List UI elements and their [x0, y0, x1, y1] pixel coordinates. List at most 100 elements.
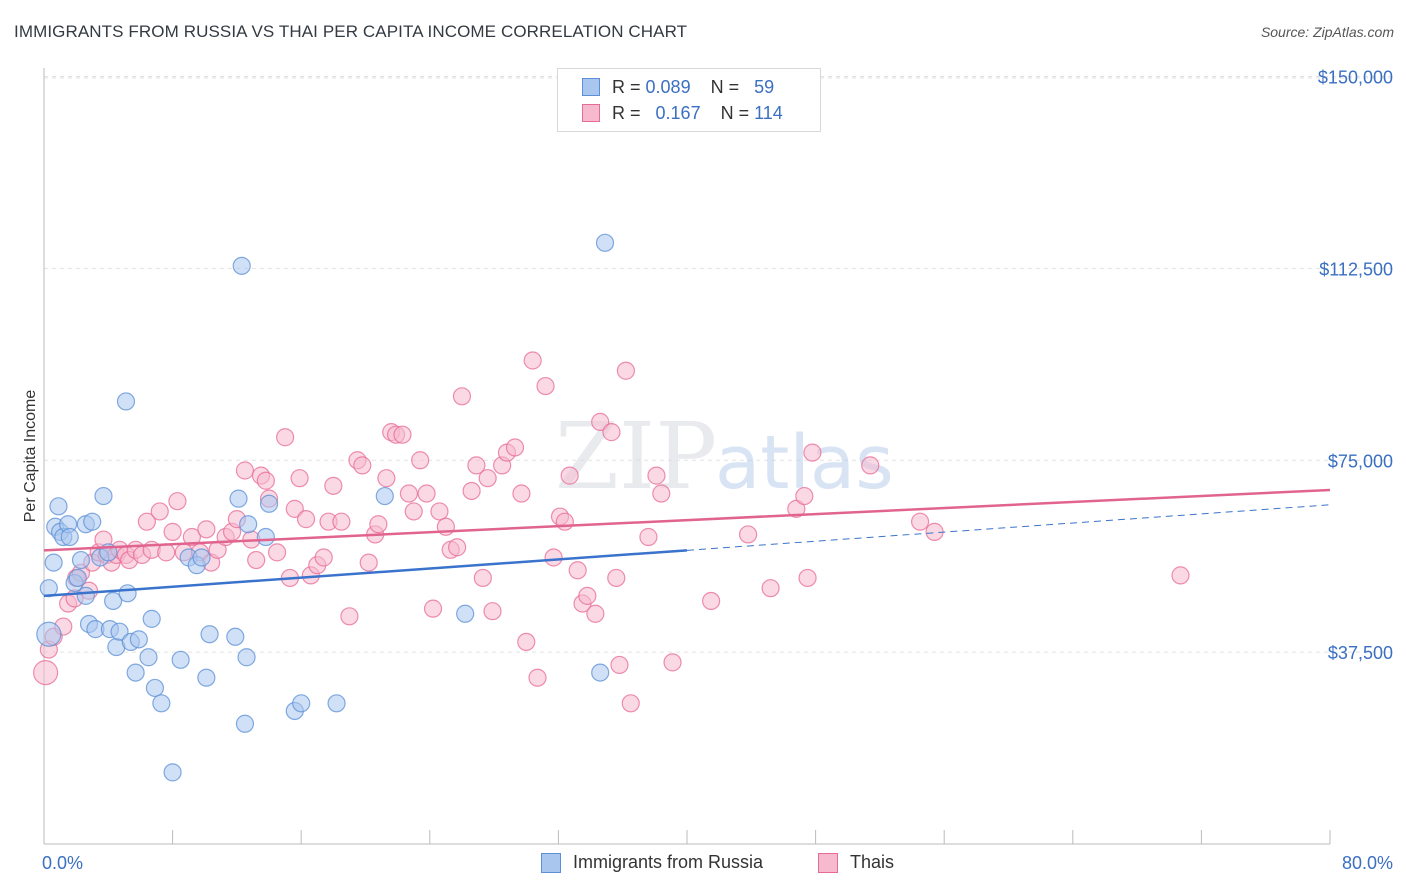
thais-point: [795, 486, 814, 506]
series-legend-russia[interactable]: Immigrants from Russia: [541, 852, 763, 873]
russia-point: [327, 694, 346, 713]
thais-point: [578, 586, 597, 605]
russia-point: [197, 668, 216, 687]
legend-swatch-russia: [582, 78, 600, 96]
thais-point: [512, 484, 531, 503]
russia-point: [152, 694, 171, 713]
thais-point: [473, 568, 492, 588]
russia-point: [200, 625, 219, 644]
thais-trend-line: [43, 488, 1331, 552]
thais-point: [910, 512, 930, 531]
thais-point: [182, 527, 201, 547]
russia-trend-extension: [686, 504, 1331, 551]
thais-point: [586, 604, 605, 623]
series-legend-thais[interactable]: Thais: [818, 852, 894, 873]
thais-point: [285, 499, 304, 518]
russia-point: [192, 548, 211, 567]
thais-point: [544, 548, 563, 567]
russia-point: [49, 497, 68, 516]
legend-row-russia: R = 0.089 N = 59: [582, 75, 774, 99]
thais-point: [560, 466, 579, 485]
russia-point: [163, 763, 182, 782]
thais-point: [157, 543, 176, 562]
thais-point: [523, 351, 542, 370]
thais-point: [761, 579, 780, 598]
thais-point: [616, 361, 636, 380]
thais-point: [517, 632, 536, 652]
russia-point: [44, 553, 63, 572]
thais-point: [324, 476, 343, 495]
russia-point: [591, 663, 610, 682]
series-swatch-russia: [541, 852, 561, 873]
legend-n-label: N =: [710, 76, 740, 97]
russia-point: [94, 486, 113, 506]
russia-point: [110, 622, 129, 641]
russia-point: [237, 648, 256, 667]
x-tick-label-min: 0.0%: [42, 853, 83, 873]
thais-point: [411, 451, 430, 470]
russia-point: [83, 512, 102, 531]
russia-point: [76, 586, 95, 605]
legend-n-label: N =: [720, 102, 750, 123]
thais-point: [505, 438, 525, 457]
chart-title: IMMIGRANTS FROM RUSSIA VS THAI PER CAPIT…: [14, 22, 688, 41]
thais-point: [555, 512, 574, 531]
russia-point: [292, 694, 311, 713]
thais-point: [393, 425, 412, 444]
thais-point: [168, 492, 187, 511]
thais-point: [137, 512, 156, 531]
thais-point: [290, 469, 309, 488]
thais-point: [423, 599, 443, 618]
thais-point: [639, 527, 658, 547]
thais-point: [404, 502, 423, 521]
legend-swatch-thais: [582, 104, 600, 122]
thais-point: [33, 659, 59, 686]
thais-point: [452, 387, 472, 406]
thais-point: [607, 568, 626, 588]
russia-trend-line: [43, 549, 688, 598]
legend-r-value-thais: 0.167: [655, 102, 701, 123]
y-axis-title: Per Capita Income: [22, 390, 39, 523]
y-tick-label: $150,000: [1318, 68, 1393, 88]
legend-n-value-thais: 114: [754, 102, 783, 123]
russia-point: [235, 714, 255, 733]
thais-point: [163, 522, 182, 541]
series-swatch-thais: [818, 852, 838, 873]
russia-point: [139, 648, 158, 667]
x-tick-label-max: 80.0%: [1342, 853, 1393, 873]
russia-point: [68, 568, 87, 588]
legend-n-value-russia: 59: [754, 76, 775, 97]
thais-point: [340, 607, 359, 626]
thais-point: [256, 471, 275, 490]
thais-point: [568, 561, 587, 580]
thais-point: [359, 553, 378, 572]
thais-point: [647, 466, 666, 485]
y-tick-label: $112,500: [1319, 259, 1393, 279]
thais-point: [267, 543, 287, 562]
source-label: Source: ZipAtlas.com: [1260, 24, 1394, 40]
series-label-russia: Immigrants from Russia: [573, 852, 764, 872]
thais-point: [377, 469, 396, 488]
russia-point: [256, 527, 275, 547]
russia-point: [116, 392, 136, 411]
russia-point: [129, 630, 148, 649]
thais-point: [663, 653, 682, 672]
thais-point: [150, 502, 169, 521]
russia-point: [229, 489, 248, 508]
thais-points: [33, 351, 1190, 713]
russia-point: [259, 494, 279, 513]
series-label-thais: Thais: [850, 852, 895, 872]
russia-point: [171, 650, 190, 669]
thais-point: [197, 520, 216, 539]
thais-point: [399, 484, 419, 503]
thais-point: [462, 481, 481, 501]
russia-point: [118, 584, 137, 603]
russia-point: [232, 256, 251, 275]
russia-point: [145, 678, 165, 698]
legend-r-value-russia: 0.089: [645, 76, 691, 97]
russia-point: [71, 550, 91, 570]
thais-point: [536, 376, 555, 396]
y-tick-label: $75,000: [1328, 451, 1393, 471]
thais-point: [652, 484, 671, 503]
thais-point: [353, 456, 372, 475]
